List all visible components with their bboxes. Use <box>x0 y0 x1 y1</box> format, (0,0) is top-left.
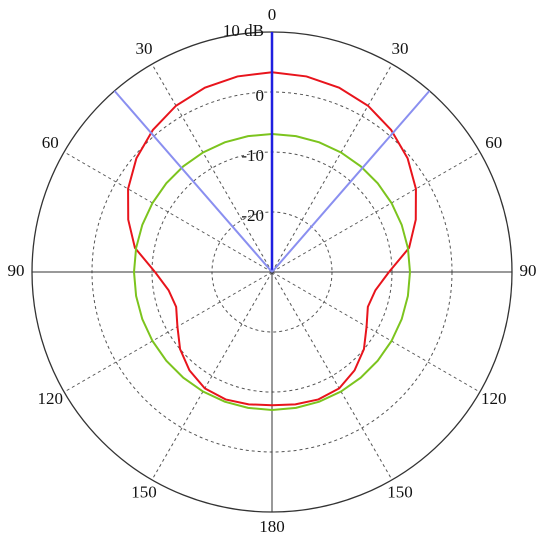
theta-tick-label: 150 <box>131 483 157 502</box>
beam-line <box>113 90 273 273</box>
r-tick-label: -20 <box>241 206 264 225</box>
spoke <box>271 271 393 481</box>
theta-tick-label: 60 <box>42 133 59 152</box>
theta-tick-label: 90 <box>8 261 25 280</box>
spoke <box>151 271 273 481</box>
theta-tick-label: 180 <box>259 517 285 536</box>
spoke <box>63 271 273 393</box>
pattern-line <box>132 132 412 412</box>
spoke <box>271 151 481 273</box>
theta-tick-label: 60 <box>485 133 502 152</box>
pattern-line <box>127 71 417 407</box>
spoke <box>271 63 393 273</box>
theta-tick-label: 30 <box>136 39 153 58</box>
theta-tick-label: 120 <box>38 389 64 408</box>
theta-tick-label: 90 <box>520 261 537 280</box>
spoke <box>271 271 481 393</box>
spoke <box>151 63 273 273</box>
r-tick-label: 10 dB <box>223 21 264 40</box>
r-tick-label: -10 <box>241 146 264 165</box>
theta-tick-label: 150 <box>387 483 413 502</box>
beam-line <box>271 90 431 273</box>
r-tick-label: 0 <box>256 86 265 105</box>
theta-tick-label: 0 <box>268 5 277 24</box>
theta-tick-label: 30 <box>392 39 409 58</box>
theta-tick-label: 120 <box>481 389 507 408</box>
spoke <box>63 151 273 273</box>
